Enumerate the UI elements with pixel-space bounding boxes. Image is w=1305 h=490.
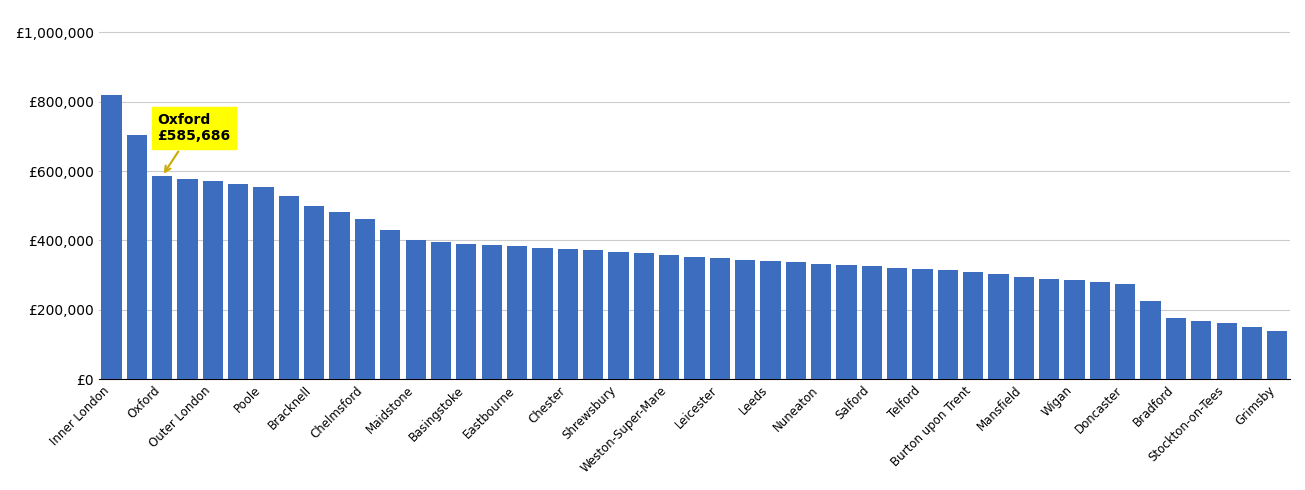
Bar [837, 265, 856, 379]
Bar [1039, 279, 1060, 379]
Bar [684, 257, 705, 379]
Bar [380, 230, 401, 379]
Bar [1242, 327, 1262, 379]
Bar [1165, 318, 1186, 379]
Bar [1191, 320, 1211, 379]
Bar [431, 242, 452, 379]
Bar [1267, 331, 1288, 379]
Bar [127, 135, 147, 379]
Bar [329, 212, 350, 379]
Bar [177, 179, 197, 379]
Bar [1014, 277, 1034, 379]
Bar [102, 95, 121, 379]
Bar [963, 271, 984, 379]
Bar [634, 253, 654, 379]
Bar [659, 255, 679, 379]
Bar [457, 244, 476, 379]
Bar [253, 187, 274, 379]
Bar [710, 259, 729, 379]
Bar [355, 219, 375, 379]
Bar [279, 196, 299, 379]
Bar [761, 261, 780, 379]
Bar [861, 267, 882, 379]
Bar [786, 263, 806, 379]
Bar [1141, 301, 1160, 379]
Bar [735, 260, 756, 379]
Bar [506, 246, 527, 379]
Bar [482, 245, 502, 379]
Bar [583, 250, 603, 379]
Bar [1065, 280, 1084, 379]
Bar [202, 181, 223, 379]
Bar [988, 274, 1009, 379]
Bar [608, 251, 629, 379]
Bar [912, 269, 933, 379]
Bar [406, 241, 425, 379]
Bar [810, 264, 831, 379]
Bar [1116, 284, 1135, 379]
Bar [532, 248, 552, 379]
Bar [1090, 282, 1111, 379]
Bar [228, 184, 248, 379]
Bar [304, 206, 325, 379]
Bar [153, 176, 172, 379]
Text: Oxford
£585,686: Oxford £585,686 [157, 113, 230, 172]
Bar [887, 268, 907, 379]
Bar [938, 270, 958, 379]
Bar [557, 249, 578, 379]
Bar [1216, 322, 1237, 379]
